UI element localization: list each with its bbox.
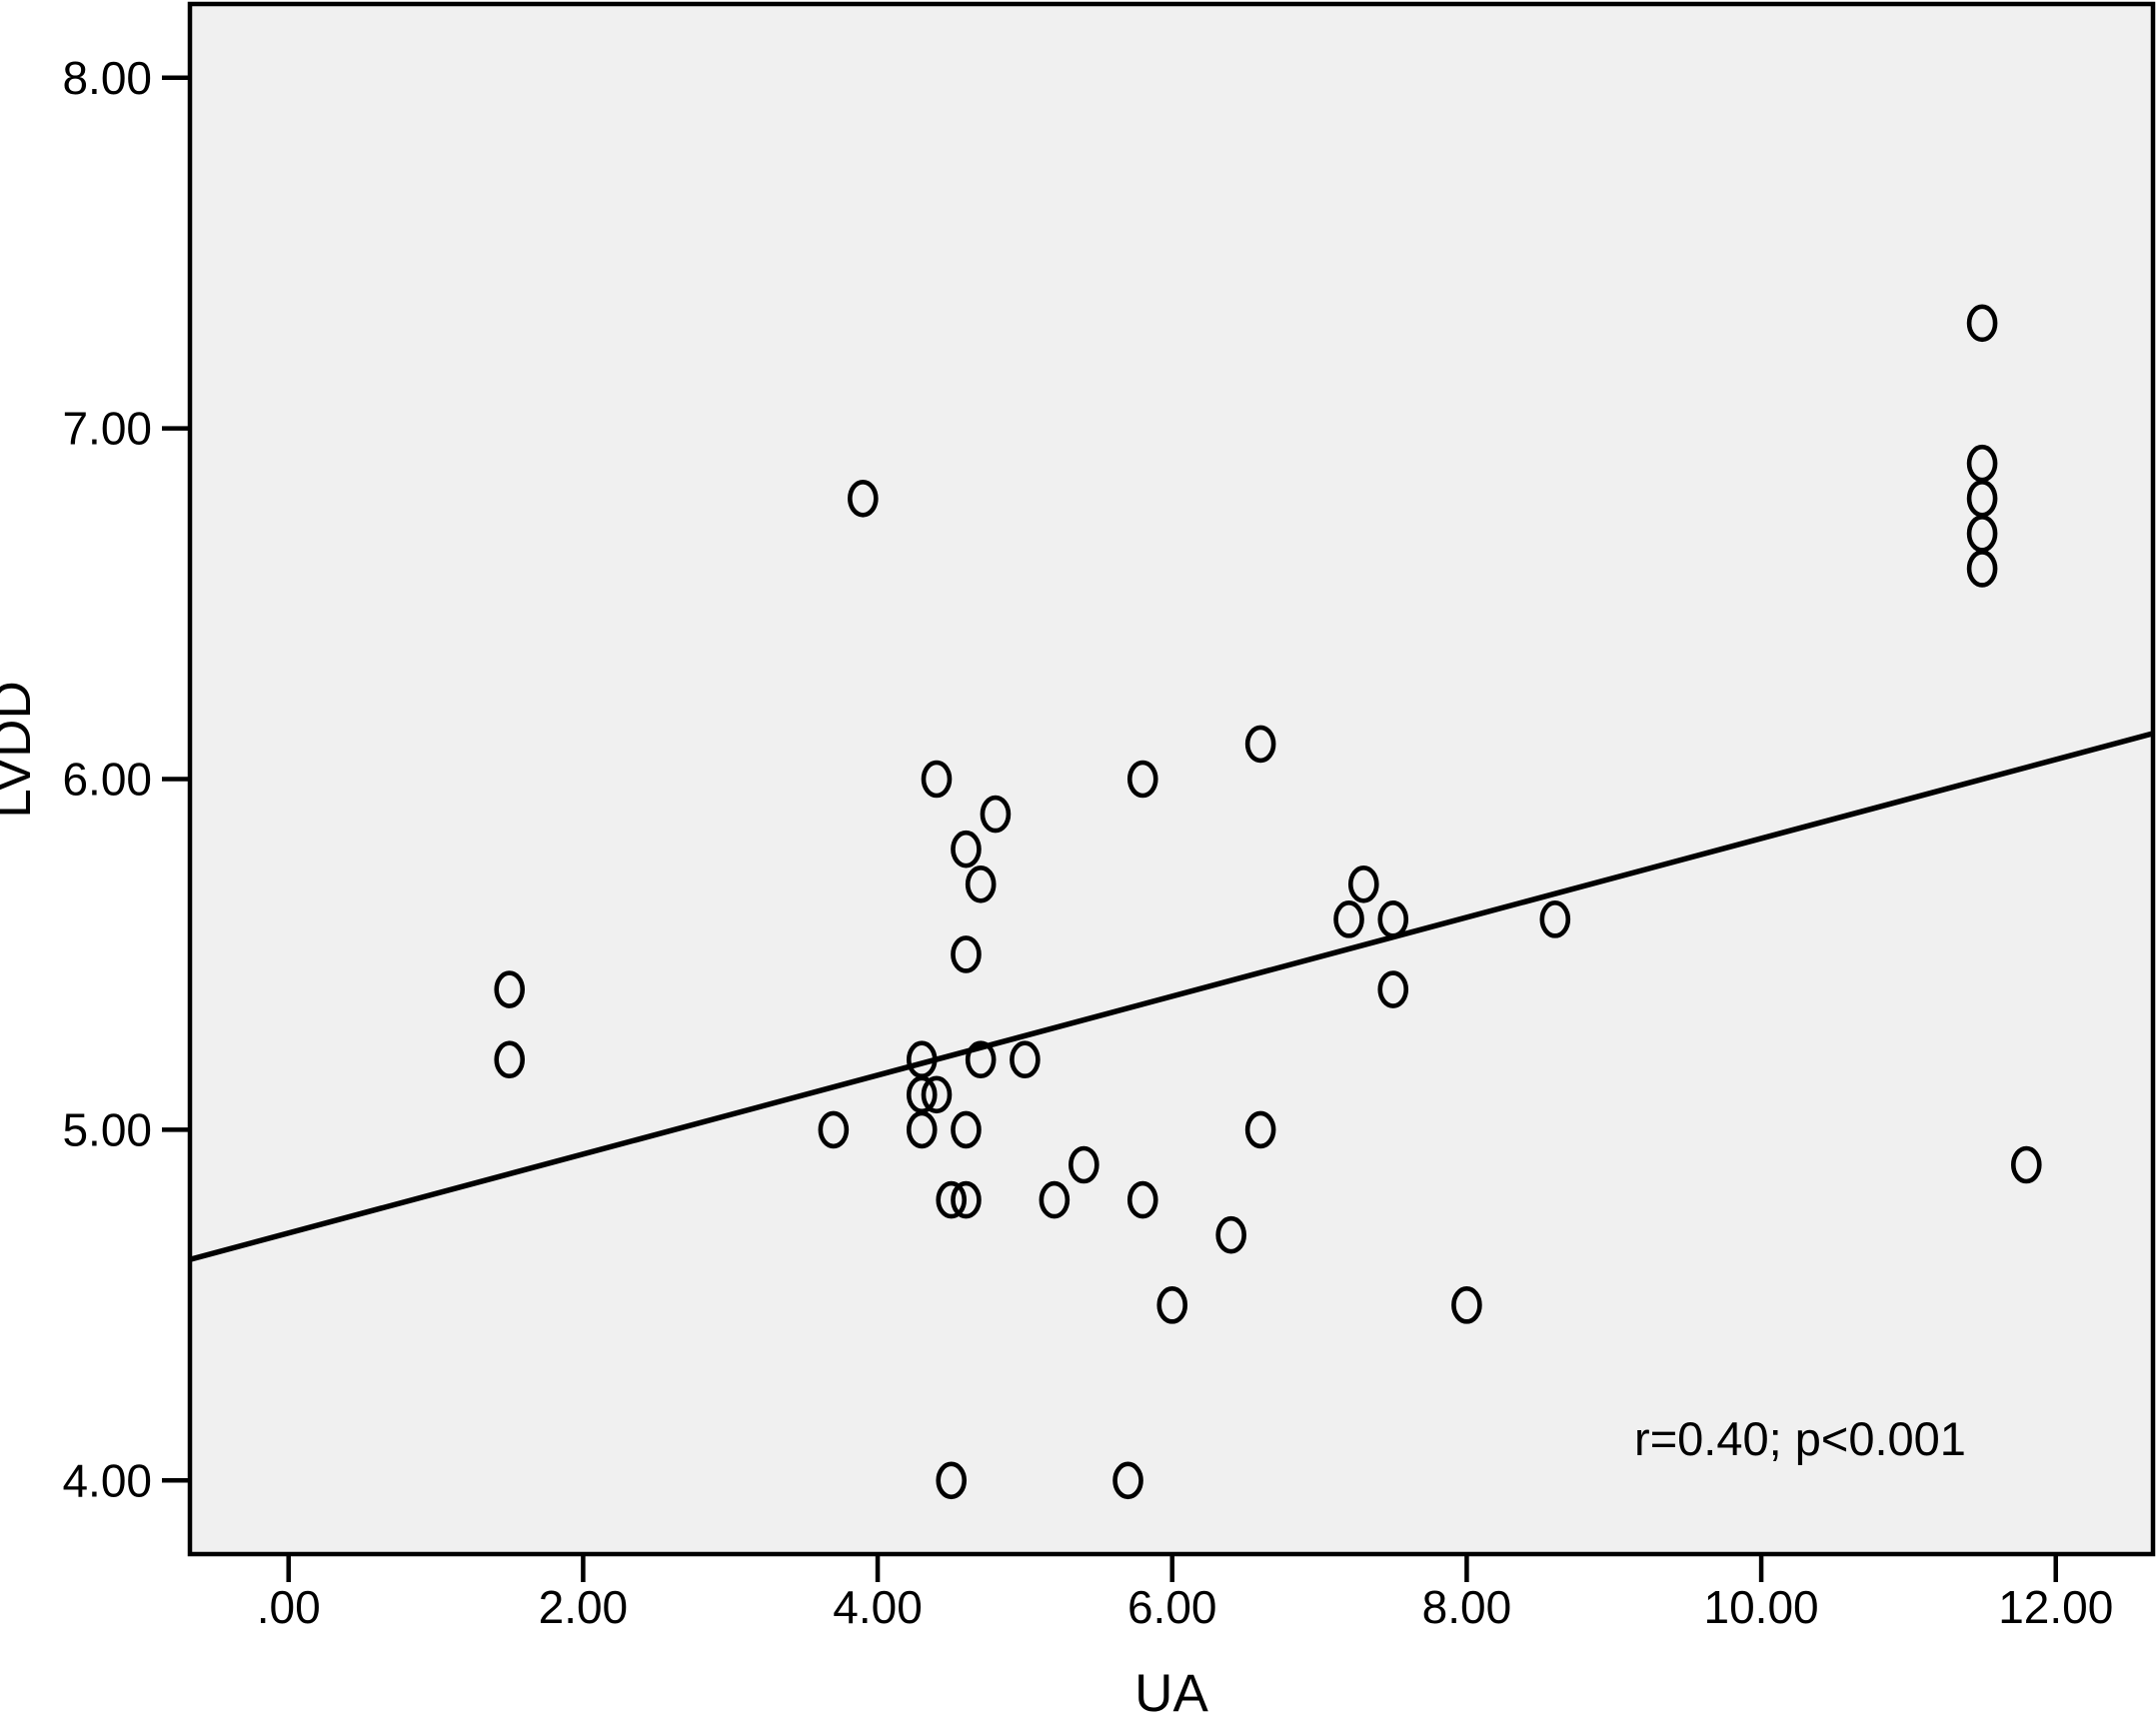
data-point — [951, 1180, 982, 1219]
y-tick-label: 6.00 — [62, 754, 152, 806]
x-tick-label: 8.00 — [1422, 1581, 1512, 1633]
data-point — [494, 1040, 526, 1079]
x-tick-label: 12.00 — [1998, 1581, 2113, 1633]
data-point — [921, 1075, 953, 1114]
data-point — [1126, 760, 1158, 799]
data-point — [1244, 1110, 1276, 1149]
data-point — [936, 1180, 968, 1219]
y-tick-label: 8.00 — [62, 52, 152, 104]
data-points — [494, 304, 2042, 1500]
data-point — [2010, 1145, 2042, 1184]
x-axis-title: UA — [1134, 1664, 1208, 1723]
x-tick-label: 6.00 — [1127, 1581, 1217, 1633]
data-point — [1333, 900, 1364, 938]
data-point — [494, 970, 526, 1008]
data-point — [1215, 1215, 1246, 1254]
plot-area — [187, 1, 2156, 1557]
x-tick-label: .00 — [257, 1581, 321, 1633]
data-point — [1347, 865, 1379, 903]
data-point — [951, 830, 982, 868]
data-point — [951, 935, 982, 973]
data-point — [1966, 304, 1998, 343]
data-point — [965, 865, 997, 903]
data-point — [1126, 1180, 1158, 1219]
data-point — [1377, 970, 1409, 1008]
x-tick-label: 2.00 — [539, 1581, 629, 1633]
data-point — [1244, 725, 1276, 764]
correlation-annotation: r=0.40; p<0.001 — [1634, 1412, 1966, 1465]
data-point — [936, 1461, 968, 1500]
data-point — [1539, 900, 1571, 938]
data-point — [848, 479, 879, 518]
y-tick-label: 5.00 — [62, 1104, 152, 1156]
data-point — [818, 1110, 850, 1149]
data-point — [1039, 1180, 1071, 1219]
data-point — [1451, 1286, 1482, 1324]
x-tick-label: 10.00 — [1704, 1581, 1819, 1633]
regression-line — [189, 731, 2154, 1262]
data-point — [906, 1110, 938, 1149]
data-point — [980, 795, 1012, 834]
y-tick-label: 7.00 — [62, 403, 152, 455]
data-point — [965, 1040, 997, 1079]
data-point — [951, 1110, 982, 1149]
y-tick-label: 4.00 — [62, 1454, 152, 1506]
data-point — [1010, 1040, 1041, 1079]
axis-ticks: .00 2.00 4.00 6.00 8.00 10.00 12.00 4.00 5.00 6.0… — [62, 52, 2113, 1633]
data-point — [921, 760, 953, 799]
data-point — [1966, 550, 1998, 588]
y-axis-title: LVDD — [0, 681, 42, 818]
x-tick-label: 4.00 — [833, 1581, 923, 1633]
data-point — [1156, 1286, 1188, 1324]
data-point — [1069, 1145, 1099, 1184]
regression-line-group — [189, 731, 2154, 1262]
data-point — [1112, 1461, 1143, 1500]
data-point — [1377, 900, 1409, 938]
